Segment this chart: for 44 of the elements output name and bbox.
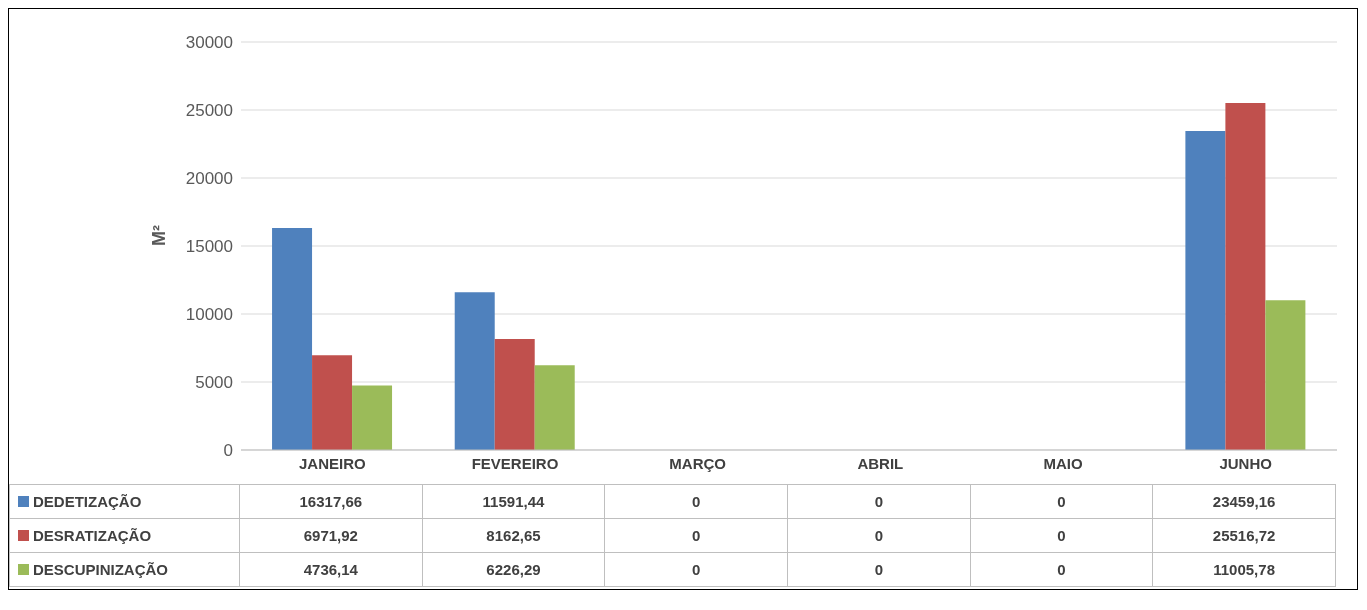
x-tick-label: FEVEREIRO xyxy=(471,454,559,472)
data-label: 25516,72 xyxy=(1152,518,1336,553)
bar xyxy=(1185,130,1226,450)
x-tick-label: MAIO xyxy=(1043,454,1083,472)
bar xyxy=(352,385,393,450)
bar xyxy=(534,365,575,450)
data-label: 0 xyxy=(604,484,788,519)
bar xyxy=(1265,300,1306,450)
data-label: 0 xyxy=(970,518,1153,553)
y-tick-label: 5000 xyxy=(195,373,233,393)
data-label: 8162,65 xyxy=(422,518,605,553)
y-tick-label: 30000 xyxy=(185,33,233,53)
data-label: 11005,78 xyxy=(1152,552,1336,587)
y-tick-label: 15000 xyxy=(185,237,233,257)
x-tick-label: ABRIL xyxy=(857,454,904,472)
x-tick-label: JANEIRO xyxy=(298,454,366,472)
x-tick-label: MARÇO xyxy=(669,454,727,472)
data-label: 6226,29 xyxy=(422,552,605,587)
legend-label: DEDETIZAÇÃO xyxy=(9,484,240,519)
y-tick-label: 25000 xyxy=(185,101,233,121)
bar xyxy=(312,355,353,450)
bar xyxy=(494,338,535,450)
bar xyxy=(272,228,313,450)
y-axis-title: M² xyxy=(149,225,170,246)
y-tick-label: 0 xyxy=(223,441,233,461)
data-label: 0 xyxy=(604,552,788,587)
data-label: 11591,44 xyxy=(422,484,605,519)
data-label: 16317,66 xyxy=(239,484,423,519)
data-label: 0 xyxy=(787,518,971,553)
data-label: 4736,14 xyxy=(239,552,423,587)
bar xyxy=(454,292,495,450)
data-label: 6971,92 xyxy=(239,518,423,553)
y-tick-label: 10000 xyxy=(185,305,233,325)
bar xyxy=(1225,102,1266,450)
data-label: 0 xyxy=(970,484,1153,519)
data-label: 0 xyxy=(604,518,788,553)
y-tick-label: 20000 xyxy=(185,169,233,189)
data-label: 0 xyxy=(970,552,1153,587)
data-label: 0 xyxy=(787,484,971,519)
legend-label: DESCUPINIZAÇÃO xyxy=(9,552,240,587)
data-label: 0 xyxy=(787,552,971,587)
legend-label: DESRATIZAÇÃO xyxy=(9,518,240,553)
data-label: 23459,16 xyxy=(1152,484,1336,519)
x-tick-label: JUNHO xyxy=(1219,454,1273,472)
